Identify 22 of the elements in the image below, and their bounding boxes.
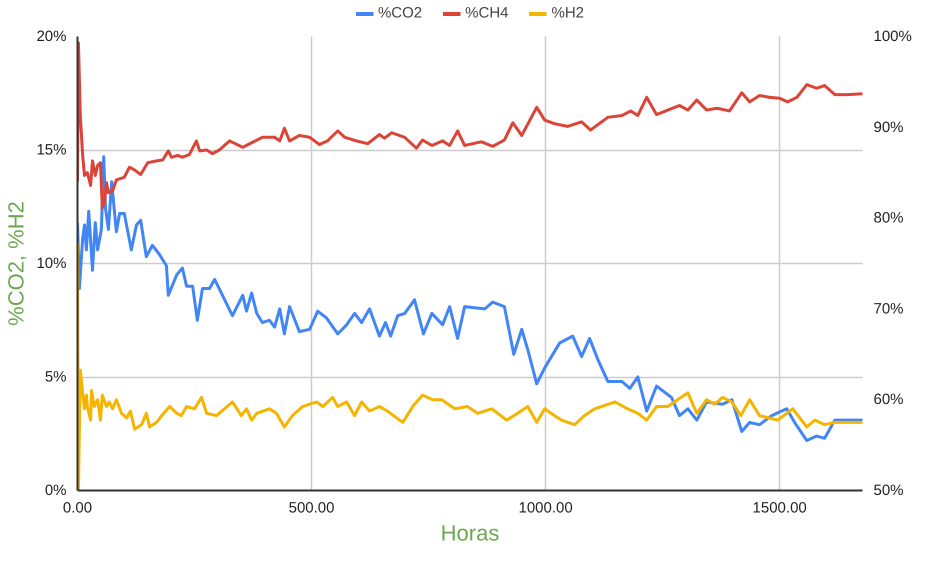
legend-label: %CH4 [465, 4, 509, 22]
y-axis-title: %CO2, %H2 [3, 201, 28, 326]
x-tick-label: 1500.00 [752, 500, 807, 516]
legend-label: %H2 [552, 4, 584, 22]
y2-tick-label: 80% [874, 210, 904, 227]
legend-label: %CO2 [378, 4, 422, 22]
line-series [78, 155, 862, 442]
y-tick-label: 0% [44, 482, 67, 499]
x-tick-label: 500.00 [288, 500, 334, 516]
line-series [78, 41, 862, 210]
y2-tick-label: 60% [874, 391, 904, 408]
y2-tick-label: 100% [874, 28, 912, 45]
y2-tick-label: 90% [874, 118, 904, 136]
y-tick-label: 10% [36, 255, 67, 272]
x-tick-label: 1000.00 [518, 500, 573, 516]
y-tick-label: 15% [36, 142, 67, 158]
x-tick-label: 0.00 [62, 500, 92, 516]
y2-tick-label: 70% [874, 300, 904, 318]
x-axis-title: Horas [440, 520, 500, 546]
y2-tick-label: 50% [874, 482, 904, 499]
y-tick-label: 20% [36, 28, 67, 45]
y-tick-label: 5% [44, 368, 67, 386]
